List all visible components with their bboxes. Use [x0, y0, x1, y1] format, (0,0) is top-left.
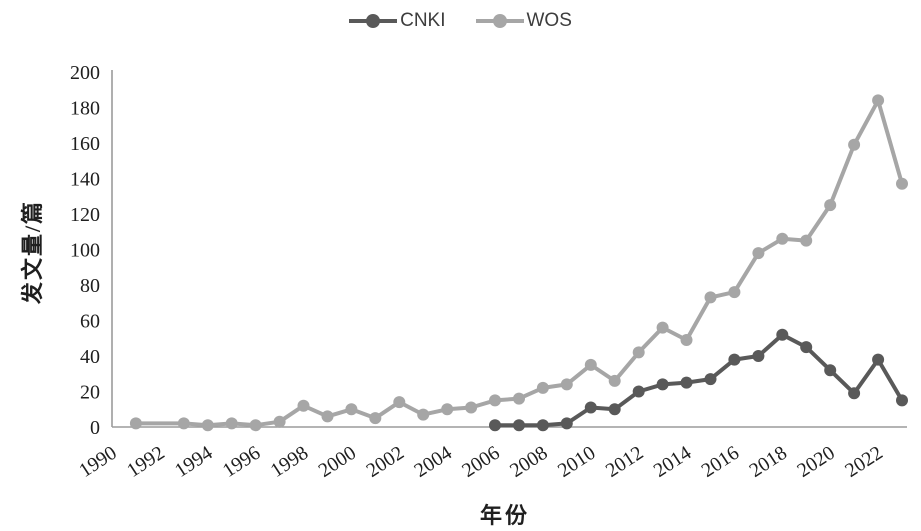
y-tick-label: 140	[70, 169, 100, 191]
x-axis-title: 年份	[479, 503, 531, 528]
wos-data-point	[345, 403, 358, 416]
wos-data-point	[201, 419, 214, 432]
cnki-data-point	[896, 394, 908, 407]
cnki-series-line	[493, 332, 904, 428]
legend-label-wos: WOS	[526, 10, 572, 31]
wos-data-point	[824, 199, 837, 212]
cnki-data-point	[656, 378, 669, 391]
cnki-data-point	[584, 401, 597, 414]
wos-data-point	[680, 334, 693, 346]
x-tick-label: 1996	[219, 442, 265, 482]
legend-item-wos: WOS	[475, 10, 572, 32]
cnki-data-point	[489, 419, 501, 432]
x-tick-label: 2002	[362, 442, 408, 482]
wos-data-point	[896, 177, 908, 190]
cnki-data-point	[800, 341, 813, 354]
wos-data-point	[632, 346, 645, 359]
wos-data-point	[489, 394, 501, 407]
cnki-data-point	[848, 387, 861, 400]
x-tick-label: 2018	[745, 442, 791, 482]
wos-data-point	[369, 412, 382, 425]
wos-data-point	[584, 358, 597, 371]
legend-item-cnki: CNKI	[349, 10, 446, 32]
legend-label-cnki: CNKI	[400, 10, 446, 31]
x-tick-label: 1990	[75, 442, 121, 482]
y-tick-label: 200	[70, 62, 100, 84]
cnki-data-point	[536, 419, 549, 432]
wos-data-point	[608, 374, 621, 387]
cnki-data-point	[560, 417, 573, 430]
wos-data-point	[321, 410, 334, 423]
x-tick-label: 2020	[793, 442, 839, 482]
wos-data-point	[297, 399, 310, 412]
wos-data-point	[536, 381, 549, 394]
legend: CNKI WOS	[0, 10, 921, 32]
y-axis-title: 发文量/篇	[20, 199, 45, 305]
cnki-data-point	[824, 364, 837, 377]
y-tick-label: 160	[70, 133, 100, 155]
wos-marker-dot	[492, 14, 507, 28]
x-tick-label: 1998	[267, 442, 313, 482]
x-tick-label: 2004	[410, 442, 456, 482]
x-tick-label: 1994	[171, 442, 217, 482]
wos-data-point	[560, 378, 573, 391]
wos-data-point	[728, 286, 741, 299]
y-tick-label: 0	[90, 417, 100, 439]
wos-data-point	[177, 417, 190, 430]
wos-data-point	[848, 138, 861, 151]
wos-data-point	[513, 392, 525, 405]
cnki-data-point	[776, 328, 789, 341]
wos-data-point	[225, 417, 238, 430]
wos-data-point	[249, 419, 262, 432]
x-tick-label: 2008	[506, 442, 552, 482]
wos-data-point	[800, 234, 813, 247]
y-tick-label: 100	[70, 240, 100, 262]
cnki-data-point	[752, 350, 765, 362]
cnki-line-swatch	[349, 14, 398, 28]
wos-data-point	[704, 291, 717, 304]
cnki-data-point	[513, 419, 525, 432]
wos-data-point	[872, 94, 885, 107]
cnki-data-point	[608, 403, 621, 416]
wos-data-point	[465, 401, 478, 414]
x-tick-label: 2022	[841, 442, 887, 482]
y-tick-label: 120	[70, 204, 100, 226]
wos-data-point	[417, 408, 430, 421]
wos-series-line	[133, 98, 904, 428]
y-tick-label: 80	[80, 275, 100, 297]
y-tick-label: 20	[80, 382, 100, 404]
cnki-data-point	[728, 353, 741, 366]
wos-data-point	[656, 321, 669, 334]
cnki-data-point	[632, 385, 645, 398]
wos-data-point	[393, 396, 406, 409]
x-tick-label: 2014	[650, 442, 696, 482]
cnki-data-point	[680, 376, 693, 389]
wos-data-point	[752, 247, 765, 260]
x-tick-label: 2000	[315, 442, 361, 482]
wos-line-swatch	[475, 14, 524, 28]
cnki-data-point	[704, 373, 717, 386]
y-tick-label: 60	[80, 311, 100, 333]
y-tick-label: 180	[70, 98, 100, 120]
x-tick-label: 1992	[123, 442, 169, 482]
x-tick-label: 2012	[602, 442, 648, 482]
wos-data-point	[441, 403, 454, 416]
wos-data-point	[273, 415, 286, 428]
x-tick-label: 2010	[554, 442, 600, 482]
x-tick-label: 2016	[698, 442, 744, 482]
wos-data-point	[776, 232, 789, 245]
wos-data-point	[129, 417, 142, 430]
y-tick-label: 40	[80, 346, 100, 368]
x-tick-label: 2006	[458, 442, 504, 482]
cnki-marker-dot	[366, 14, 381, 28]
cnki-data-point	[872, 353, 885, 366]
